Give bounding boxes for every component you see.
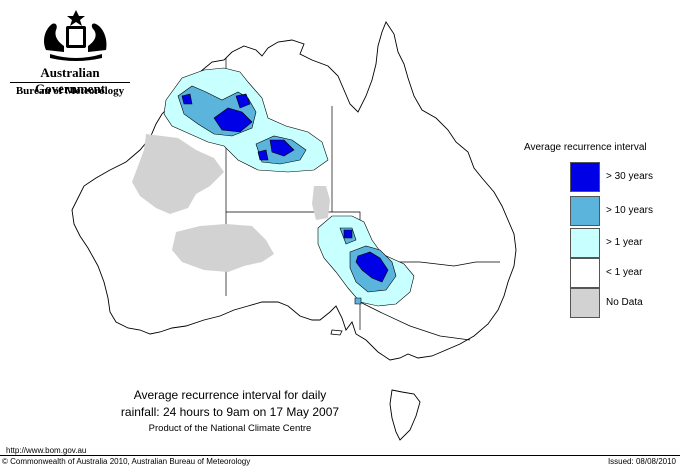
no-data-central — [172, 224, 274, 272]
legend-label-10-years: > 10 years — [606, 205, 653, 216]
legend-swatch-under-1-year — [570, 258, 600, 288]
kangaroo-island — [330, 329, 343, 336]
website-link[interactable]: http://www.bom.gov.au — [6, 446, 87, 455]
map-title-line-1: Average recurrence interval for daily — [133, 388, 327, 402]
ari-30-year-zones — [181, 93, 389, 283]
legend-swatch-1-year — [570, 228, 600, 258]
ari-30-f — [181, 93, 193, 105]
ari-30-a — [213, 107, 253, 133]
map-title-line-2: rainfall: 24 hours to 9am on 17 May 2007 — [120, 405, 340, 419]
ari-10-dot — [354, 297, 362, 305]
legend-item-no-data: No Data — [570, 288, 680, 318]
no-data-pilbara — [132, 134, 224, 214]
ari-30-c — [269, 139, 295, 157]
border-vic-nsw — [359, 301, 471, 341]
ari-30-d — [343, 229, 353, 239]
legend-label-30-years: > 30 years — [606, 171, 653, 182]
no-data-channel — [312, 186, 330, 220]
product-credit: Product of the National Climate Centre — [148, 423, 312, 434]
ari-30-b — [235, 93, 251, 109]
issued-date: Issued: 08/08/2010 — [607, 457, 676, 466]
tasmania — [389, 389, 421, 441]
legend-swatch-30-years — [570, 162, 600, 192]
header-divider — [10, 82, 130, 83]
legend-label-under-1-year: < 1 year — [606, 267, 643, 278]
ari-30-g — [257, 149, 269, 161]
legend-item-1-year: > 1 year — [570, 228, 680, 258]
legend-item-30-years: > 30 years — [570, 162, 680, 192]
legend-title: Average recurrence interval — [524, 142, 647, 153]
legend-item-10-years: > 10 years — [570, 196, 680, 226]
legend-label-no-data: No Data — [606, 297, 643, 308]
ari-30-e — [355, 251, 389, 283]
government-title: Australian Government — [34, 65, 106, 96]
legend-label-1-year: > 1 year — [606, 237, 643, 248]
legend-item-under-1-year: < 1 year — [570, 258, 680, 288]
legend-swatch-10-years — [570, 196, 600, 226]
footer-divider — [0, 455, 680, 456]
coat-of-arms-icon — [44, 10, 107, 61]
copyright-text: © Commonwealth of Australia 2010, Austra… — [2, 457, 251, 466]
bureau-title: Bureau of Meteorology — [15, 85, 125, 97]
legend-swatch-no-data — [570, 288, 600, 318]
